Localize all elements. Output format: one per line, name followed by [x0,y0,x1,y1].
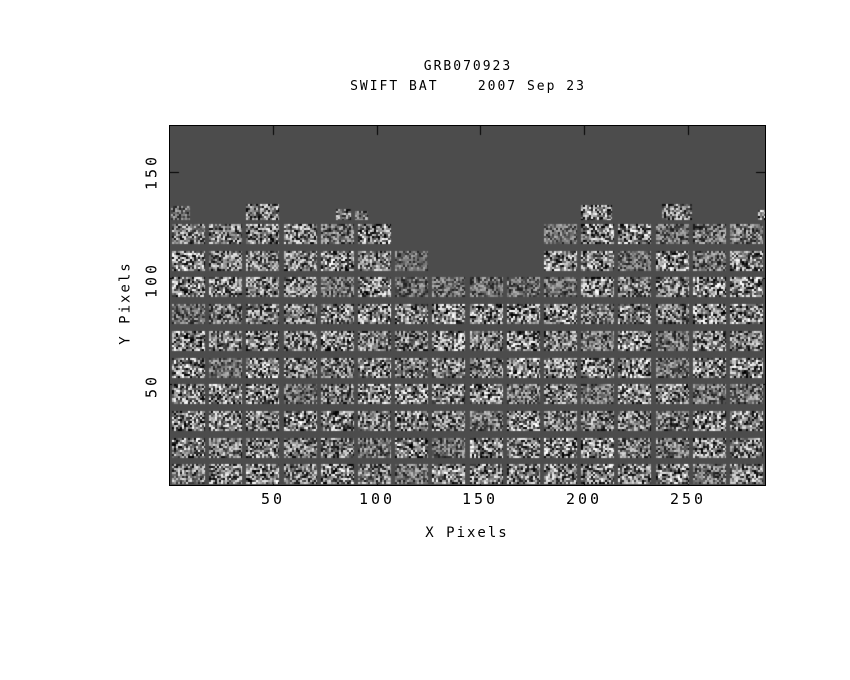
y-tick-label-150: 150 [142,153,161,191]
x-tick-label-150: 150 [461,490,499,508]
x-tick-label-250: 250 [669,490,707,508]
y-tick-label-100: 100 [142,261,161,299]
x-tick-label-100: 100 [358,490,396,508]
y-tick-label-50: 50 [142,373,161,399]
plot-title: GRB070923 [423,59,513,74]
plot-frame [169,125,766,486]
x-tick-label-200: 200 [565,490,603,508]
x-tick-label-50: 50 [260,490,286,508]
x-axis-title: X Pixels [425,525,509,541]
detector-image-canvas [170,126,765,485]
y-axis-title: Y Pixels [117,261,134,345]
plot-subtitle: SWIFT BAT 2007 Sep 23 [350,79,586,94]
